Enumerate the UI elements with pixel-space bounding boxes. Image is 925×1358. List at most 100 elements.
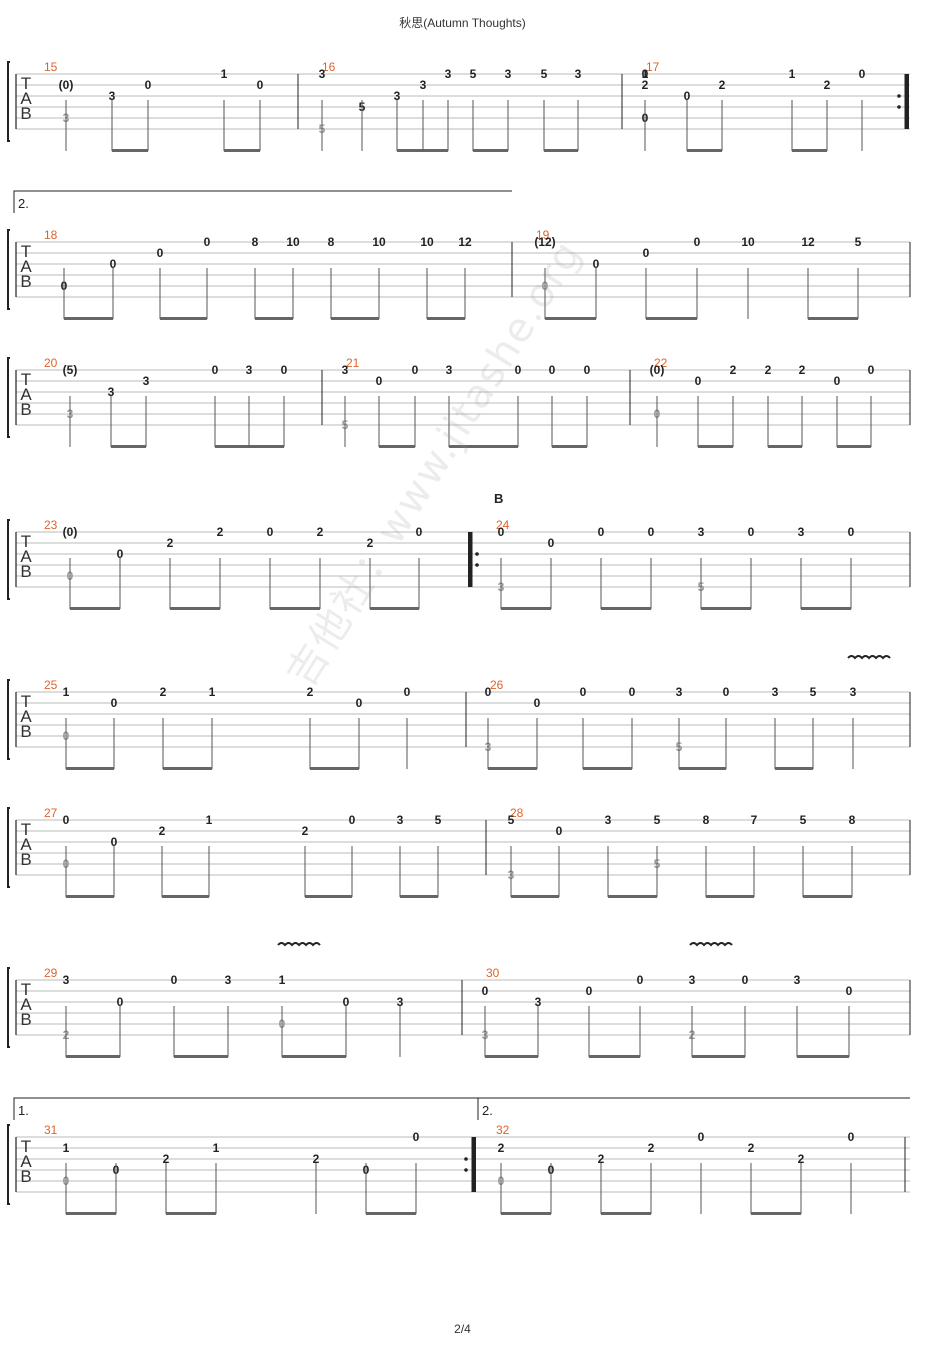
beam (162, 895, 209, 898)
fret-number: 2 (799, 363, 806, 377)
repeat-dot (475, 563, 479, 567)
fret-number: 3 (772, 685, 779, 699)
measure-number: 19 (536, 228, 550, 242)
fret-number: 0 (593, 257, 600, 271)
beam (583, 767, 632, 770)
fret-number: 5 (810, 685, 817, 699)
fret-number: 2 (730, 363, 737, 377)
fret-number: 0 (110, 257, 117, 271)
fret-number: 8 (328, 235, 335, 249)
fret-number: 0 (834, 374, 841, 388)
fret-number: (12) (534, 235, 555, 249)
fret-number: 3 (505, 67, 512, 81)
fret-number: 0 (556, 824, 563, 838)
repeat-dot (475, 552, 479, 556)
beam (646, 317, 697, 320)
beam (163, 767, 212, 770)
fret-number: 2 (217, 525, 224, 539)
fret-number: 3 (445, 67, 452, 81)
fret-number: 0 (698, 1130, 705, 1144)
beam (488, 767, 537, 770)
measure-number: 21 (346, 356, 360, 370)
fret-number: 0 (145, 78, 152, 92)
beam (224, 149, 260, 152)
beam (501, 1212, 551, 1215)
system-bracket (7, 679, 10, 760)
beam (801, 607, 851, 610)
fret-number: 0 (212, 363, 219, 377)
fret-number: 2 (648, 1141, 655, 1155)
fret-number: 3 (225, 973, 232, 987)
beam (174, 1055, 228, 1058)
tab-clef-letter: A (20, 385, 32, 404)
tab-clef-letter: A (20, 1152, 32, 1171)
tab-clef-letter: A (20, 257, 32, 276)
beam (66, 895, 114, 898)
beam (400, 895, 438, 898)
measure-number: 28 (510, 806, 524, 820)
fret-number: 2 (748, 1141, 755, 1155)
fret-number: (0) (63, 525, 78, 539)
beam (255, 317, 293, 320)
fret-number: 2 (317, 525, 324, 539)
beam (423, 149, 448, 152)
fret-number: 0 (846, 984, 853, 998)
fret-number: 5 (435, 813, 442, 827)
fret-number: 0 (586, 984, 593, 998)
beam (331, 317, 379, 320)
tab-clef-letter: T (21, 692, 31, 711)
beam (511, 895, 559, 898)
fret-number: 2 (765, 363, 772, 377)
fret-number: 1 (63, 685, 70, 699)
fret-number: 0 (111, 696, 118, 710)
beam (608, 895, 657, 898)
tab-clef-letter: T (21, 370, 31, 389)
tab-system: TAB311002120032200220220 (7, 1123, 910, 1215)
fret-number: 0 (485, 685, 492, 699)
beam (160, 317, 207, 320)
tab-clef-letter: T (21, 1137, 31, 1156)
volta-bracket (13, 190, 512, 213)
beam (473, 149, 508, 152)
fret-number: 8 (849, 813, 856, 827)
tab-clef-letter: A (20, 995, 32, 1014)
fret-number: 0 (349, 813, 356, 827)
system-bracket (7, 519, 10, 600)
fret-number: 3 (676, 685, 683, 699)
tab-clef-letter: T (21, 74, 31, 93)
fret-number: 1 (209, 685, 216, 699)
fret-number: 3 (798, 525, 805, 539)
fret-number: 3 (397, 813, 404, 827)
fret-number: 3 (446, 363, 453, 377)
fret-number: 0 (515, 363, 522, 377)
fret-number: 0 (629, 685, 636, 699)
fret-number: 8 (703, 813, 710, 827)
measure-number: 25 (44, 678, 58, 692)
fret-number: 3 (698, 525, 705, 539)
beam (379, 445, 415, 448)
measure-number: 31 (44, 1123, 58, 1137)
tab-system: TAB27000212035285303558758 (7, 806, 911, 898)
fret-number: 2 (160, 685, 167, 699)
fret-number: 7 (751, 813, 758, 827)
tab-clef-letter: A (20, 707, 32, 726)
fret-number: 1 (789, 67, 796, 81)
tab-clef-letter: A (20, 547, 32, 566)
system-bracket (7, 61, 10, 142)
tab-clef-letter: T (21, 242, 31, 261)
fret-number: 5 (541, 67, 548, 81)
beam (775, 767, 813, 770)
fret-number: 0 (859, 67, 866, 81)
fret-number: 0 (413, 1130, 420, 1144)
beam (751, 1212, 801, 1215)
volta-label: 2. (18, 196, 29, 211)
fret-number: 0 (204, 235, 211, 249)
fret-number: 2 (163, 1152, 170, 1166)
fret-number: (0) (650, 363, 665, 377)
system-bracket (7, 229, 10, 310)
fret-number: 12 (801, 235, 815, 249)
measure-number: 16 (322, 60, 336, 74)
